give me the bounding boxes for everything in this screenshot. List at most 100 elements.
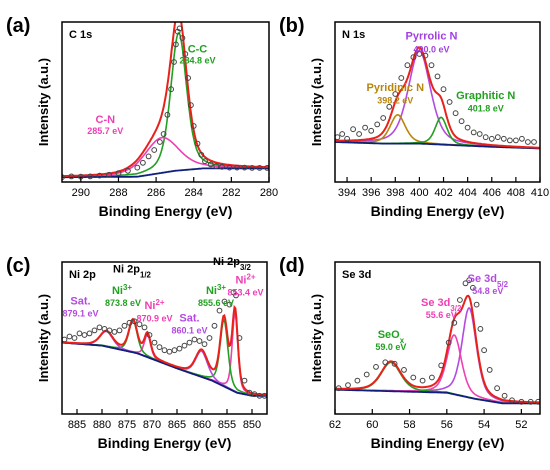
raw-data-point — [386, 103, 393, 110]
raw-data-point — [251, 391, 258, 398]
plot-area — [62, 289, 267, 399]
x-tick-label: 52 — [515, 419, 527, 431]
raw-data-point — [344, 135, 351, 142]
envelope-fit-line — [62, 304, 267, 396]
raw-data-point — [398, 75, 405, 81]
peak-name-label: Graphitic N — [456, 90, 515, 102]
raw-data-point — [66, 333, 73, 340]
x-axis-label: Binding Energy (eV) — [98, 435, 232, 451]
raw-data-point — [185, 75, 192, 81]
raw-data-point — [76, 330, 83, 337]
raw-data-point — [91, 327, 98, 334]
raw-data-point — [458, 118, 465, 125]
panel-letter: (b) — [279, 15, 305, 37]
x-tick-label: 880 — [93, 419, 111, 431]
raw-data-point — [234, 164, 240, 171]
raw-data-point — [157, 139, 163, 145]
raw-data-point — [477, 326, 484, 332]
component-peak-line — [62, 32, 269, 178]
x-tick-label: 885 — [68, 419, 86, 431]
raw-data-point — [171, 59, 177, 65]
raw-data-point — [188, 102, 194, 109]
envelope-fit-line — [335, 46, 540, 149]
peak-energy-label: 855.6 eV — [198, 298, 234, 308]
peak-name-label-sub: 5/2 — [497, 279, 509, 288]
peak-energy-label: 873.8 eV — [105, 298, 141, 308]
raw-data-point — [457, 297, 463, 303]
peak-energy-label: 59.0 eV — [375, 342, 406, 352]
raw-data-point — [410, 374, 417, 381]
raw-data-point — [470, 284, 476, 291]
x-tick-label: 404 — [458, 187, 476, 199]
raw-data-point — [87, 173, 94, 180]
raw-data-point — [380, 115, 387, 121]
raw-data-point — [391, 360, 398, 367]
x-tick-label: 56 — [441, 419, 453, 431]
peak-name-label-sup: 2+ — [155, 298, 164, 307]
peak-name-label-sub: 3/2 — [450, 304, 462, 313]
peak-name-label: Ni2+ — [144, 298, 164, 313]
peak-name-label: C-N — [96, 114, 116, 126]
envelope-fit-line — [62, 22, 269, 178]
x-tick-label: 286 — [147, 187, 165, 199]
raw-data-point — [125, 167, 131, 174]
raw-data-point — [392, 91, 399, 97]
peak-name-label: Ni3+ — [206, 282, 226, 297]
raw-data-point — [473, 301, 480, 308]
raw-data-point — [81, 332, 88, 338]
peak-name-label: Ni3+ — [112, 282, 132, 297]
raw-data-point — [428, 62, 435, 69]
peak-name-label-text: Ni — [144, 300, 155, 312]
peak-name-label-text: Se 3d — [468, 273, 497, 285]
raw-data-point — [141, 324, 148, 331]
x-tick-label: 54 — [478, 419, 490, 431]
raw-data-point — [136, 321, 143, 328]
peak-energy-label: 285.7 eV — [87, 126, 123, 136]
spin-orbit-label-text: Ni 2p — [113, 264, 140, 276]
raw-data-point — [106, 171, 112, 178]
peak-name-label-text: C-N — [96, 114, 116, 126]
raw-data-point — [486, 367, 493, 373]
component-peak-line — [335, 306, 540, 404]
raw-data-point — [190, 123, 197, 129]
peak-name-label-text: Ni — [235, 274, 246, 286]
peak-energy-label: 853.4 eV — [227, 287, 263, 297]
raw-data-point — [156, 344, 163, 351]
x-tick-label: 860 — [193, 419, 211, 431]
x-axis-label: Binding Energy (eV) — [99, 203, 233, 219]
x-tick-label: 282 — [222, 187, 240, 199]
peak-energy-label: 284.8 eV — [179, 56, 215, 66]
raw-data-point — [164, 111, 171, 118]
peak-name-label: Pyrrolic N — [405, 31, 457, 43]
raw-data-point — [207, 161, 214, 168]
raw-data-point — [145, 153, 152, 160]
raw-data-point — [464, 124, 471, 131]
raw-data-point — [166, 348, 173, 355]
peak-name-label: Se 3d5/2 — [468, 273, 509, 289]
raw-data-point — [111, 329, 118, 335]
panel-b: 394 396 398 400 402 404 406 408 410 Binding Energ… — [279, 15, 549, 219]
raw-data-point — [151, 147, 158, 153]
spin-orbit-label-text: Ni 2p — [213, 256, 240, 268]
peak-energy-label: 870.9 eV — [136, 313, 172, 323]
x-axis-label: Binding Energy (eV) — [371, 435, 505, 451]
raw-data-point — [68, 173, 75, 180]
raw-data-point — [466, 277, 473, 284]
y-axis-label: Intensity (a.u.) — [309, 294, 324, 382]
x-tick-label: 396 — [362, 187, 380, 199]
x-tick-label: 870 — [143, 419, 161, 431]
raw-data-point — [86, 330, 93, 337]
peak-name-label: Ni2+ — [235, 272, 255, 287]
raw-data-point — [501, 392, 508, 399]
raw-data-point — [121, 322, 128, 329]
x-tick-label: 400 — [410, 187, 428, 199]
raw-data-point — [146, 332, 153, 338]
raw-data-point — [335, 385, 342, 392]
raw-data-point — [71, 335, 78, 341]
raw-data-point — [476, 131, 483, 137]
spin-orbit-label-sub: 3/2 — [240, 263, 252, 272]
plot-frame — [334, 21, 541, 183]
baseline-line — [335, 388, 540, 405]
raw-data-point — [368, 127, 375, 134]
raw-data-point — [434, 73, 441, 80]
